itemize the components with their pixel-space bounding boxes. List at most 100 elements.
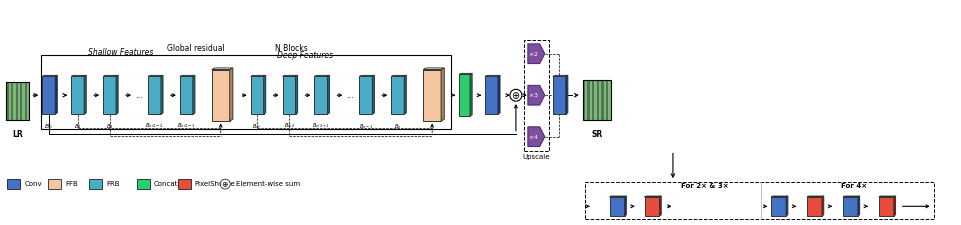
Polygon shape: [806, 197, 821, 216]
Text: $B_{n/2+1}$: $B_{n/2+1}$: [311, 122, 330, 130]
Text: $B_{n/2-2}$: $B_{n/2-2}$: [145, 122, 163, 130]
Polygon shape: [470, 73, 472, 116]
Polygon shape: [771, 196, 787, 197]
Text: ...: ...: [135, 91, 143, 100]
Text: FRB: FRB: [106, 181, 119, 187]
Polygon shape: [806, 196, 823, 197]
Text: $B_2$: $B_2$: [106, 122, 113, 131]
Text: $B_{n/2-1}$: $B_{n/2-1}$: [177, 122, 195, 130]
Polygon shape: [857, 196, 859, 216]
Text: Conv: Conv: [24, 181, 42, 187]
Polygon shape: [423, 70, 441, 121]
Text: Upscale: Upscale: [522, 155, 550, 160]
Polygon shape: [458, 73, 472, 74]
Text: $\times 2$: $\times 2$: [528, 50, 538, 58]
Polygon shape: [283, 76, 295, 114]
FancyBboxPatch shape: [582, 80, 610, 120]
Polygon shape: [391, 75, 406, 76]
Polygon shape: [211, 68, 233, 70]
Polygon shape: [587, 80, 589, 120]
Polygon shape: [842, 196, 859, 197]
Text: $\times 4$: $\times 4$: [528, 133, 539, 141]
Polygon shape: [605, 80, 607, 120]
Polygon shape: [591, 80, 594, 120]
Polygon shape: [609, 197, 624, 216]
Text: Element-wise sum: Element-wise sum: [235, 181, 300, 187]
Polygon shape: [644, 196, 660, 197]
Polygon shape: [391, 76, 404, 114]
Polygon shape: [211, 70, 230, 121]
Circle shape: [220, 179, 230, 189]
Polygon shape: [821, 196, 823, 216]
Polygon shape: [42, 75, 58, 76]
Polygon shape: [565, 75, 567, 114]
Polygon shape: [644, 197, 659, 216]
Polygon shape: [359, 76, 372, 114]
Polygon shape: [553, 76, 565, 114]
Polygon shape: [609, 196, 626, 197]
Text: SR: SR: [590, 130, 602, 139]
Polygon shape: [771, 197, 785, 216]
Polygon shape: [148, 76, 160, 114]
Polygon shape: [893, 196, 895, 216]
Polygon shape: [498, 75, 500, 114]
Polygon shape: [180, 76, 192, 114]
Polygon shape: [596, 80, 599, 120]
Polygon shape: [160, 75, 162, 114]
Polygon shape: [230, 68, 233, 121]
Polygon shape: [441, 68, 444, 121]
Polygon shape: [327, 75, 330, 114]
Polygon shape: [553, 75, 567, 76]
Circle shape: [509, 89, 521, 101]
Text: For 2× & 3×: For 2× & 3×: [679, 183, 727, 189]
Polygon shape: [71, 76, 84, 114]
Text: Shallow Features: Shallow Features: [88, 48, 154, 57]
Polygon shape: [601, 80, 603, 120]
Text: $\oplus$: $\oplus$: [510, 90, 520, 101]
FancyBboxPatch shape: [136, 179, 150, 189]
Polygon shape: [484, 75, 500, 76]
Text: For 4×: For 4×: [840, 183, 866, 189]
Polygon shape: [624, 196, 626, 216]
Polygon shape: [11, 82, 13, 120]
Polygon shape: [458, 74, 470, 116]
Polygon shape: [659, 196, 660, 216]
Polygon shape: [283, 75, 297, 76]
Polygon shape: [15, 82, 18, 120]
Polygon shape: [25, 82, 27, 120]
Polygon shape: [251, 76, 263, 114]
Text: $B_0$: $B_0$: [44, 122, 53, 131]
Polygon shape: [180, 75, 195, 76]
Polygon shape: [148, 75, 162, 76]
Polygon shape: [314, 75, 330, 76]
Polygon shape: [423, 68, 444, 70]
Polygon shape: [878, 196, 895, 197]
Polygon shape: [7, 82, 9, 120]
Text: $B_1$: $B_1$: [74, 122, 82, 131]
Polygon shape: [314, 76, 327, 114]
FancyBboxPatch shape: [7, 82, 29, 120]
FancyBboxPatch shape: [178, 179, 190, 189]
Text: Global residual: Global residual: [167, 44, 225, 53]
Text: $B_n$: $B_n$: [393, 122, 401, 131]
Text: $B_{n-1}$: $B_{n-1}$: [358, 122, 373, 131]
Polygon shape: [42, 76, 55, 114]
Text: $B_{sf}$: $B_{sf}$: [252, 122, 261, 131]
Text: ...: ...: [346, 91, 354, 100]
Polygon shape: [116, 75, 118, 114]
Text: PixelShuffle: PixelShuffle: [195, 181, 235, 187]
Polygon shape: [404, 75, 406, 114]
Polygon shape: [103, 76, 116, 114]
Polygon shape: [263, 75, 265, 114]
Polygon shape: [55, 75, 58, 114]
Polygon shape: [251, 75, 265, 76]
FancyBboxPatch shape: [89, 179, 102, 189]
Text: $B_{n/2}$: $B_{n/2}$: [283, 122, 294, 130]
Polygon shape: [295, 75, 297, 114]
Polygon shape: [528, 85, 544, 105]
FancyBboxPatch shape: [8, 179, 20, 189]
Polygon shape: [20, 82, 22, 120]
Polygon shape: [842, 197, 857, 216]
Polygon shape: [582, 80, 584, 120]
Text: Concat: Concat: [154, 181, 178, 187]
